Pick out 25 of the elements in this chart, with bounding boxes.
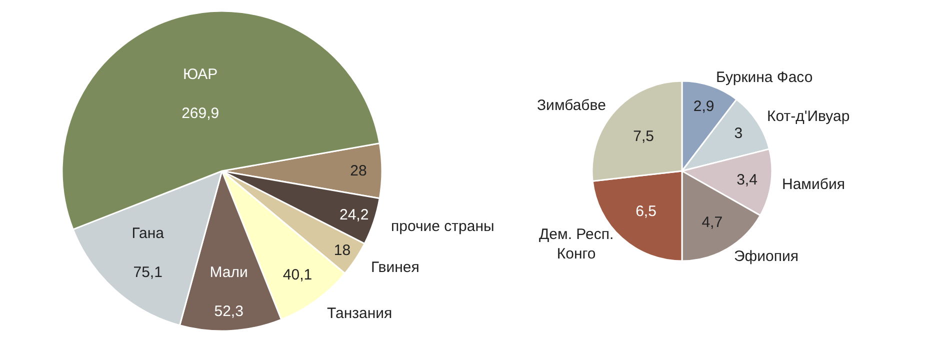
- data-label: 3,4: [736, 171, 758, 188]
- slice-label: Дем. Респ. Конго: [539, 226, 614, 262]
- slice-label: Гана: [132, 225, 165, 242]
- data-label: 18: [334, 242, 351, 259]
- data-label: 2,9: [693, 98, 714, 115]
- slice-label: ЮАР: [183, 66, 218, 83]
- slice-label: Намибия: [782, 176, 845, 193]
- slice-label: прочие страны: [391, 218, 494, 235]
- data-label: 4,7: [702, 214, 723, 232]
- slice-label: Буркина Фасо: [716, 69, 813, 86]
- slice-label: Зимбабве: [537, 97, 606, 114]
- data-label: 7,5: [633, 128, 654, 146]
- slice-label: Эфиопия: [734, 248, 798, 265]
- data-label: 3: [734, 125, 743, 142]
- slice-label: Танзания: [327, 305, 392, 322]
- slice-label: Гвинея: [371, 259, 420, 276]
- data-label: 40,1: [282, 266, 312, 284]
- data-label: 24,2: [339, 206, 369, 224]
- slice-label: Мали: [210, 264, 248, 282]
- data-label: 75,1: [133, 264, 162, 282]
- data-label: 269,9: [182, 104, 220, 122]
- data-label: 6,5: [636, 202, 656, 220]
- data-label: 52,3: [214, 303, 244, 320]
- slice-label: Кот-д'Ивуар: [767, 108, 850, 125]
- data-label: 28: [350, 162, 367, 180]
